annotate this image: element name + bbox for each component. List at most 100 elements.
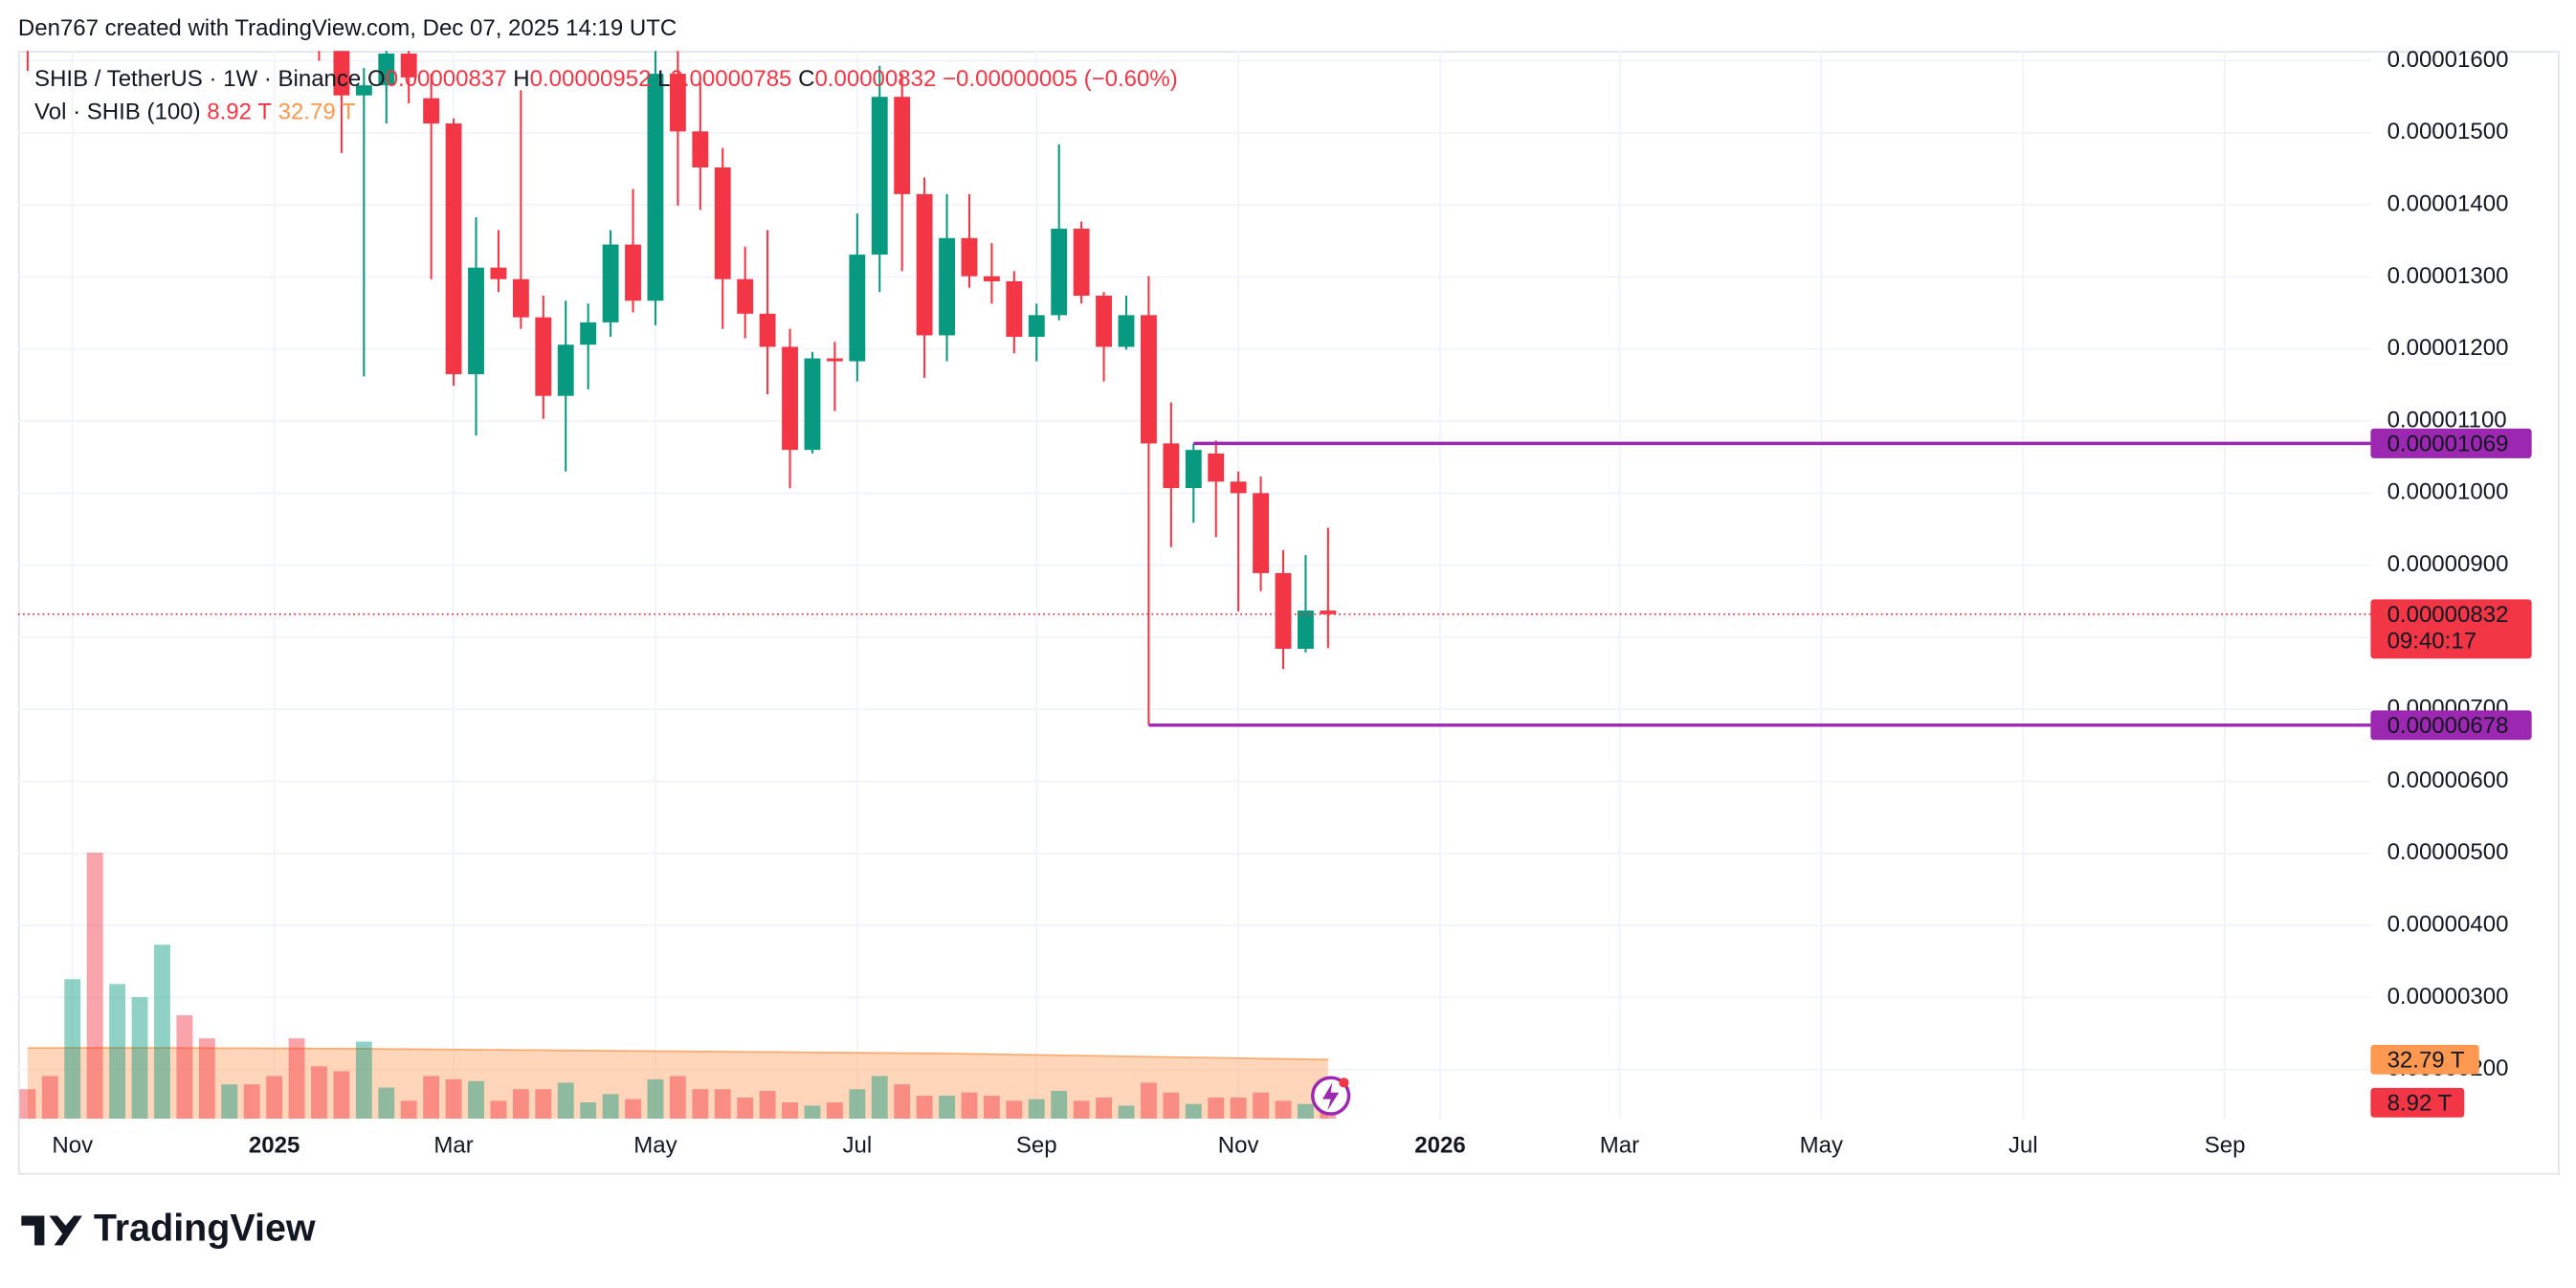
candle-body <box>849 255 866 362</box>
volume-bar <box>445 1078 462 1120</box>
candle-body <box>400 54 417 78</box>
volume-bar <box>1051 1090 1068 1120</box>
volume-bar <box>1230 1097 1247 1120</box>
volume-bar <box>939 1096 955 1120</box>
x-tick-label: Mar <box>1600 1133 1639 1159</box>
candle-body <box>1118 315 1135 347</box>
candle-body <box>625 244 641 301</box>
candle-body <box>1253 493 1270 573</box>
volume-bar <box>1208 1097 1225 1120</box>
legend-c-value: 0.00000832 <box>814 66 936 92</box>
candle-body <box>355 85 372 96</box>
horizontal-line-label: 0.00001069 <box>2387 431 2509 456</box>
candle-body <box>826 358 843 362</box>
candle-body <box>714 167 731 279</box>
candle-body <box>782 346 798 451</box>
volume-bar <box>19 1089 36 1120</box>
volume-bar <box>1140 1082 1157 1120</box>
volume-bar <box>243 1084 260 1120</box>
candle-body <box>1073 228 1090 297</box>
candle-body <box>983 276 1000 281</box>
candle-body <box>557 344 574 396</box>
volume-ma-box <box>2370 1044 2479 1075</box>
volume-ma-area <box>27 1048 1328 1120</box>
volume-box <box>2370 1087 2465 1118</box>
volume-axis-label: 8.92 T <box>2387 1090 2453 1116</box>
candle-body <box>647 74 664 301</box>
volume-bar <box>1028 1099 1045 1120</box>
horizontal-line-box <box>2370 710 2532 741</box>
volume-ma-line <box>27 1047 1328 1061</box>
candle-body <box>445 123 462 375</box>
volume-bar <box>468 1080 484 1120</box>
candle-body <box>894 97 911 194</box>
candle-body <box>1185 450 1202 489</box>
legend-volume-value: 8.92 T <box>207 100 272 125</box>
y-tick-label: 0.00001000 <box>2387 479 2509 505</box>
y-tick-label: 0.00000600 <box>2387 767 2509 793</box>
candle-body <box>468 267 484 375</box>
candle-body <box>1320 611 1337 614</box>
volume-bar <box>1185 1103 1202 1120</box>
candles <box>26 51 1337 725</box>
candle-body <box>1163 443 1180 489</box>
volume-bar <box>512 1089 529 1120</box>
volume-bar <box>692 1089 709 1120</box>
legend-o-value: 0.00000837 <box>386 66 507 92</box>
volume-bar <box>983 1096 1000 1120</box>
volume-bar <box>916 1096 933 1120</box>
volume-bar <box>557 1082 574 1120</box>
volume-bar <box>961 1092 978 1120</box>
x-tick-label: May <box>633 1133 677 1159</box>
volume-title: Vol · SHIB (100) <box>34 100 201 125</box>
legend-volume-ma: 32.79 T <box>278 100 356 125</box>
volume-bar <box>64 979 81 1120</box>
y-tick-label: 0.00001200 <box>2387 335 2509 361</box>
volume-bar <box>1163 1092 1180 1120</box>
last-price-label: 0.00000832 <box>2387 602 2509 628</box>
volume-bar <box>759 1090 776 1120</box>
y-tick-label: 0.00001600 <box>2387 47 2509 73</box>
volume-bar <box>1298 1103 1314 1120</box>
candle-body <box>1208 453 1225 482</box>
candle-body <box>1230 481 1247 494</box>
legend-volume: Vol · SHIB (100) 8.92 T 32.79 T <box>34 100 356 125</box>
volume-bar <box>1275 1100 1292 1120</box>
volume-bar <box>849 1089 866 1120</box>
volume-ma-axis-label: 32.79 T <box>2387 1047 2465 1073</box>
legend-symbol: SHIB / TetherUS · 1W · Binance O0.000008… <box>34 66 1178 92</box>
candle-body <box>759 313 776 347</box>
x-tick-label: Mar <box>433 1133 473 1159</box>
volume-bar <box>109 984 126 1120</box>
volume-bar <box>266 1076 283 1120</box>
candle-body <box>1006 280 1023 337</box>
volume-bar <box>894 1084 911 1120</box>
candle-body <box>1028 315 1045 337</box>
candle-body <box>916 193 933 336</box>
volume-bar <box>535 1089 552 1120</box>
y-tick-label: 0.00000400 <box>2387 911 2509 937</box>
volume-bar <box>1073 1100 1090 1120</box>
candle-body <box>1298 611 1314 649</box>
candle-body <box>1096 296 1112 347</box>
candle-body <box>871 97 888 255</box>
candle-body <box>490 267 507 279</box>
candle-body <box>423 98 440 124</box>
symbol: SHIB / TetherUS · 1W · Binance <box>34 66 361 92</box>
volume-bar <box>311 1066 327 1120</box>
volume-bar <box>355 1041 372 1120</box>
logo: TradingView <box>21 1207 316 1249</box>
volume-bar <box>1118 1105 1135 1120</box>
volume-bar <box>86 853 103 1120</box>
legend-change: −0.00000005 (−0.60%) <box>943 66 1178 92</box>
y-tick-label: 0.00000500 <box>2387 839 2509 865</box>
volume-bar <box>1253 1092 1270 1120</box>
volume-bar <box>333 1071 350 1120</box>
candle-body <box>512 278 529 318</box>
volume-bar <box>1006 1100 1023 1120</box>
volume-bar <box>423 1076 440 1120</box>
candle-body <box>692 131 709 167</box>
volume-bar <box>490 1100 507 1120</box>
